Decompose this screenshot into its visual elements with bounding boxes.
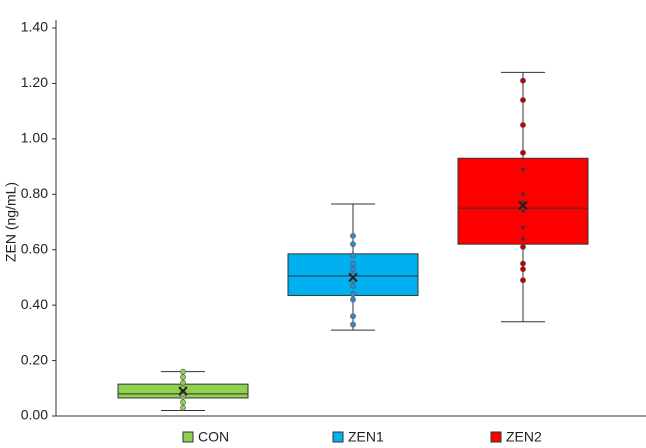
legend-swatch — [332, 431, 344, 443]
legend-label: ZEN1 — [348, 429, 384, 445]
mean-stroke — [348, 272, 358, 283]
data-point — [350, 232, 356, 239]
data-point — [180, 374, 186, 381]
y-tick-label: 0.80 — [21, 185, 48, 201]
data-point — [350, 266, 356, 273]
data-point — [180, 368, 186, 375]
data-point — [520, 235, 526, 242]
data-point — [520, 208, 526, 214]
data-point — [350, 282, 356, 289]
legend-swatch — [182, 431, 194, 443]
data-point — [350, 313, 356, 320]
data-point — [520, 166, 526, 173]
y-tick-label: 1.20 — [21, 74, 48, 90]
y-tick-label: 1.40 — [21, 19, 48, 35]
data-point — [520, 260, 526, 267]
mean-marker — [518, 200, 528, 211]
data-point — [520, 77, 526, 84]
data-point — [350, 252, 356, 259]
data-point — [180, 399, 186, 406]
data-point — [520, 97, 526, 103]
y-tick-label: 0.40 — [21, 296, 48, 312]
legend-label: ZEN2 — [506, 429, 542, 445]
y-tick-label: 0.00 — [21, 407, 48, 423]
data-point — [350, 260, 356, 267]
data-point — [520, 224, 526, 231]
data-point — [520, 122, 526, 128]
legend-swatch — [490, 431, 502, 443]
mean-stroke — [518, 200, 528, 211]
data-point — [520, 266, 526, 273]
data-point — [350, 241, 356, 248]
data-point — [520, 191, 526, 198]
mean-marker — [348, 272, 358, 283]
y-tick-label: 0.20 — [21, 351, 48, 367]
mean-stroke — [178, 386, 188, 396]
data-point — [520, 149, 526, 156]
mean-marker — [178, 386, 188, 396]
data-point — [180, 404, 186, 411]
data-point — [350, 321, 356, 328]
data-point — [520, 277, 526, 284]
data-point — [350, 296, 356, 303]
y-tick-label: 1.00 — [21, 130, 48, 146]
data-point — [180, 379, 186, 386]
y-tick-label: 0.60 — [21, 240, 48, 256]
legend-label: CON — [198, 429, 229, 445]
data-point — [350, 291, 356, 297]
y-axis-label: ZEN (ng/mL) — [3, 182, 19, 262]
data-point — [520, 244, 526, 250]
